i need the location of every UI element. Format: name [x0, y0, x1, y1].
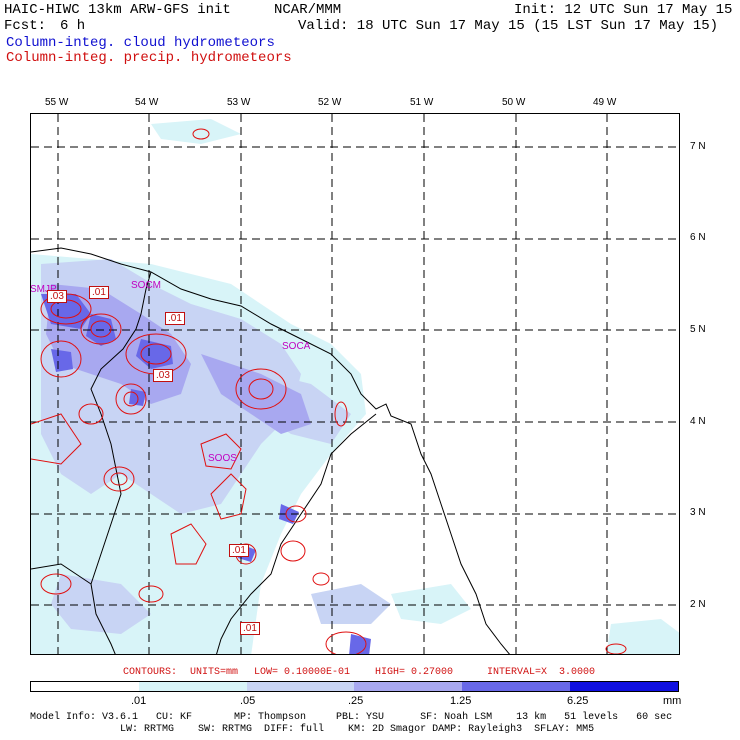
lon-label: 53 W — [227, 97, 251, 108]
model-info-line2: LW: RRTMG SW: RRTMG DIFF: full KM: 2D Sm… — [30, 724, 595, 735]
lon-label: 52 W — [318, 97, 342, 108]
contour-label: .01 — [229, 544, 249, 557]
contour-info-high: HIGH= 0.27000 — [375, 667, 454, 678]
colorbar-tick: 6.25 — [567, 695, 589, 707]
contour-label: .03 — [47, 290, 67, 303]
model-info-line1: Model Info: V3.6.1 CU: KF MP: Thompson P… — [30, 712, 673, 723]
lat-label: 3 N — [690, 507, 706, 518]
colorbar-swatch — [31, 682, 139, 691]
forecast-label: Fcst: — [4, 18, 47, 34]
field-precip-legend: Column-integ. precip. hydrometeors — [6, 50, 292, 66]
lon-label: 50 W — [502, 97, 526, 108]
map-panel: SMJP SOCM SOCA SOOS .03 .01 .01 .03 .01 … — [30, 113, 680, 655]
lat-label: 5 N — [690, 324, 706, 335]
model-title: HAIC-HIWC 13km ARW-GFS init — [4, 2, 231, 18]
coastline — [31, 247, 510, 654]
colorbar-swatch — [570, 682, 678, 691]
map-field-svg — [31, 114, 679, 654]
field-cloud-legend: Column-integ. cloud hydrometeors — [6, 35, 275, 51]
colorbar-tick: 1.25 — [450, 695, 472, 707]
colorbar-tick: .05 — [240, 695, 256, 707]
colorbar-tick: .01 — [131, 695, 147, 707]
site-label-soca: SOCA — [282, 341, 311, 352]
colorbar-swatch — [138, 682, 247, 691]
colorbar-units: mm — [663, 695, 682, 707]
lon-label: 54 W — [135, 97, 159, 108]
contour-info-interval: INTERVAL=X 3.0000 — [487, 667, 596, 678]
lat-label: 2 N — [690, 599, 706, 610]
site-label-smjp: SMJP — [30, 284, 57, 295]
init-time: Init: 12 UTC Sun 17 May 15 — [514, 2, 733, 18]
forecast-hours: 6 h — [60, 18, 86, 34]
contour-label: .03 — [153, 369, 173, 382]
valid-time: Valid: 18 UTC Sun 17 May 15 (15 LST Sun … — [298, 18, 719, 34]
lat-label: 7 N — [690, 141, 706, 152]
contour-label: .01 — [89, 286, 109, 299]
lat-label: 6 N — [690, 232, 706, 243]
contour-info-contours: CONTOURS: — [123, 667, 178, 678]
colorbar-swatch — [246, 682, 355, 691]
contour-label: .01 — [240, 622, 260, 635]
contour-label: .01 — [165, 312, 185, 325]
lon-label: 49 W — [593, 97, 617, 108]
site-label-socm: SOCM — [131, 280, 161, 291]
lon-label: 55 W — [45, 97, 69, 108]
colorbar-swatch — [462, 682, 571, 691]
lon-label: 51 W — [410, 97, 434, 108]
contour-info-units: UNITS=mm — [190, 667, 239, 678]
org-label: NCAR/MMM — [274, 2, 342, 18]
lat-label: 4 N — [690, 416, 706, 427]
lat-lon-grid — [31, 114, 679, 654]
colorbar-tick: .25 — [348, 695, 364, 707]
precip-contours — [31, 128, 627, 654]
colorbar-swatch — [354, 682, 463, 691]
colorbar — [30, 681, 679, 692]
site-label-soos: SOOS — [208, 453, 237, 464]
contour-info-low: LOW= 0.10000E-01 — [254, 667, 351, 678]
cloud-shading — [31, 119, 679, 654]
